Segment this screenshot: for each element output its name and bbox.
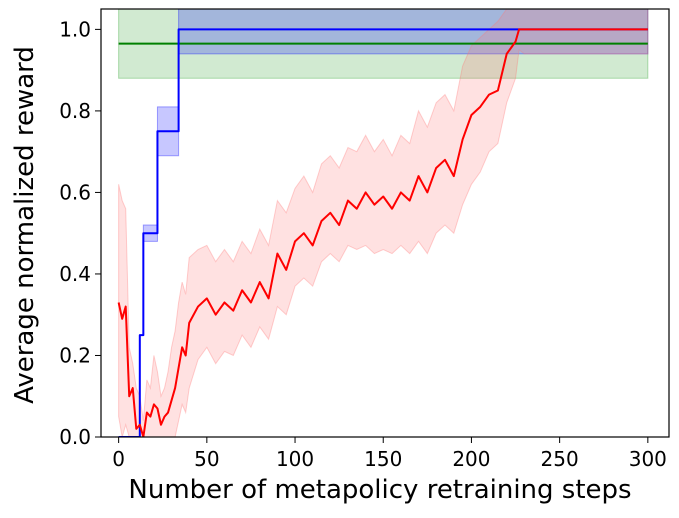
- x-tick-label: 100: [276, 447, 314, 471]
- y-axis: 0.0 0.2 0.4 0.6 0.8 1.0: [59, 17, 101, 449]
- y-tick-label: 0.4: [59, 262, 91, 286]
- x-tick-label: 0: [112, 447, 125, 471]
- y-tick-label: 0.8: [59, 99, 91, 123]
- x-tick-label: 250: [541, 447, 579, 471]
- series-1-line: [118, 28, 648, 437]
- y-axis-label: Average normalized reward: [10, 46, 40, 404]
- y-tick-label: 0.2: [59, 343, 91, 367]
- x-axis: 0 50 100 150 200 250 300: [112, 437, 667, 471]
- series-2-band: [118, 9, 649, 437]
- x-axis-label: Number of metapolicy retraining steps: [128, 475, 631, 505]
- x-tick-label: 200: [452, 447, 490, 471]
- x-tick-label: 150: [364, 447, 402, 471]
- x-tick-label: 50: [194, 447, 219, 471]
- series-2-line: [117, 28, 648, 437]
- confidence-bands: [118, 9, 649, 437]
- series-lines: [117, 28, 648, 437]
- y-tick-label: 0.6: [59, 180, 91, 204]
- x-tick-label: 300: [629, 447, 667, 471]
- plot-frame: [100, 8, 670, 438]
- y-tick-label: 1.0: [59, 17, 91, 41]
- y-tick-label: 0.0: [59, 425, 91, 449]
